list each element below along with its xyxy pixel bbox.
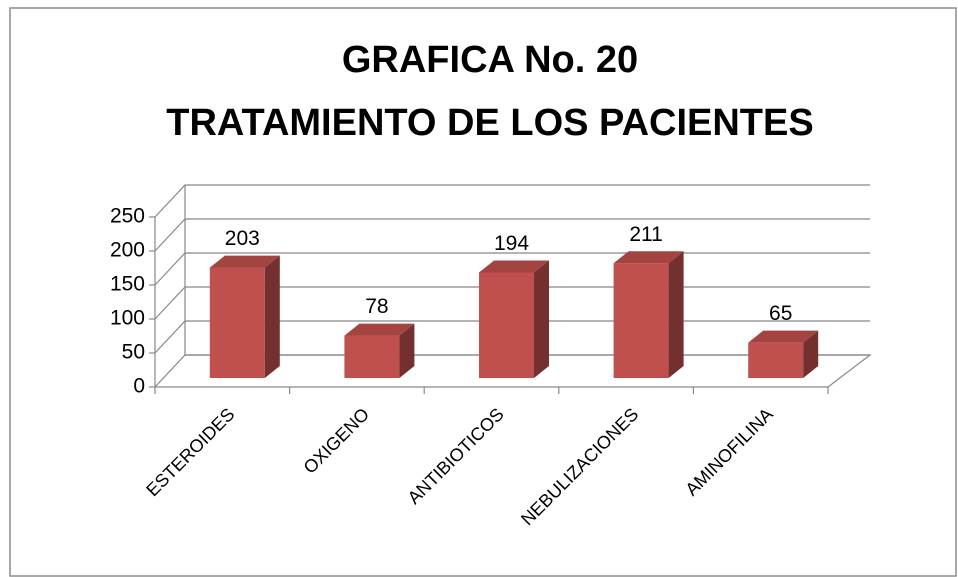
bar-top <box>748 330 819 343</box>
bar-side <box>534 260 549 378</box>
y-tick-label: 200 <box>110 239 145 262</box>
value-label: 65 <box>769 302 792 325</box>
bar <box>209 267 265 378</box>
bar-top <box>209 255 280 268</box>
y-tick-label: 100 <box>110 307 145 330</box>
y-tick-label: 250 <box>110 205 145 228</box>
bar-top <box>479 260 549 273</box>
bar <box>748 342 804 378</box>
chart-title: GRAFICA No. 20 <box>342 39 638 81</box>
grid-line <box>154 184 870 218</box>
bar-side <box>399 323 415 378</box>
bar-side <box>803 330 819 378</box>
bar <box>613 263 669 378</box>
y-tick-label: 150 <box>110 273 145 296</box>
value-label: 203 <box>225 227 260 250</box>
grid-line <box>154 218 870 252</box>
value-label: 78 <box>365 295 388 318</box>
bar <box>344 335 400 378</box>
y-tick-label: 0 <box>133 375 145 398</box>
y-tick-label: 50 <box>122 341 145 364</box>
value-label: 211 <box>629 223 662 246</box>
value-label: 194 <box>494 232 529 255</box>
bar <box>479 272 534 378</box>
bar-top <box>613 251 684 264</box>
bar-side <box>668 251 684 378</box>
chart-title: TRATAMIENTO DE LOS PACIENTES <box>166 102 813 144</box>
bar-top <box>344 323 415 336</box>
bar-side <box>264 255 280 378</box>
